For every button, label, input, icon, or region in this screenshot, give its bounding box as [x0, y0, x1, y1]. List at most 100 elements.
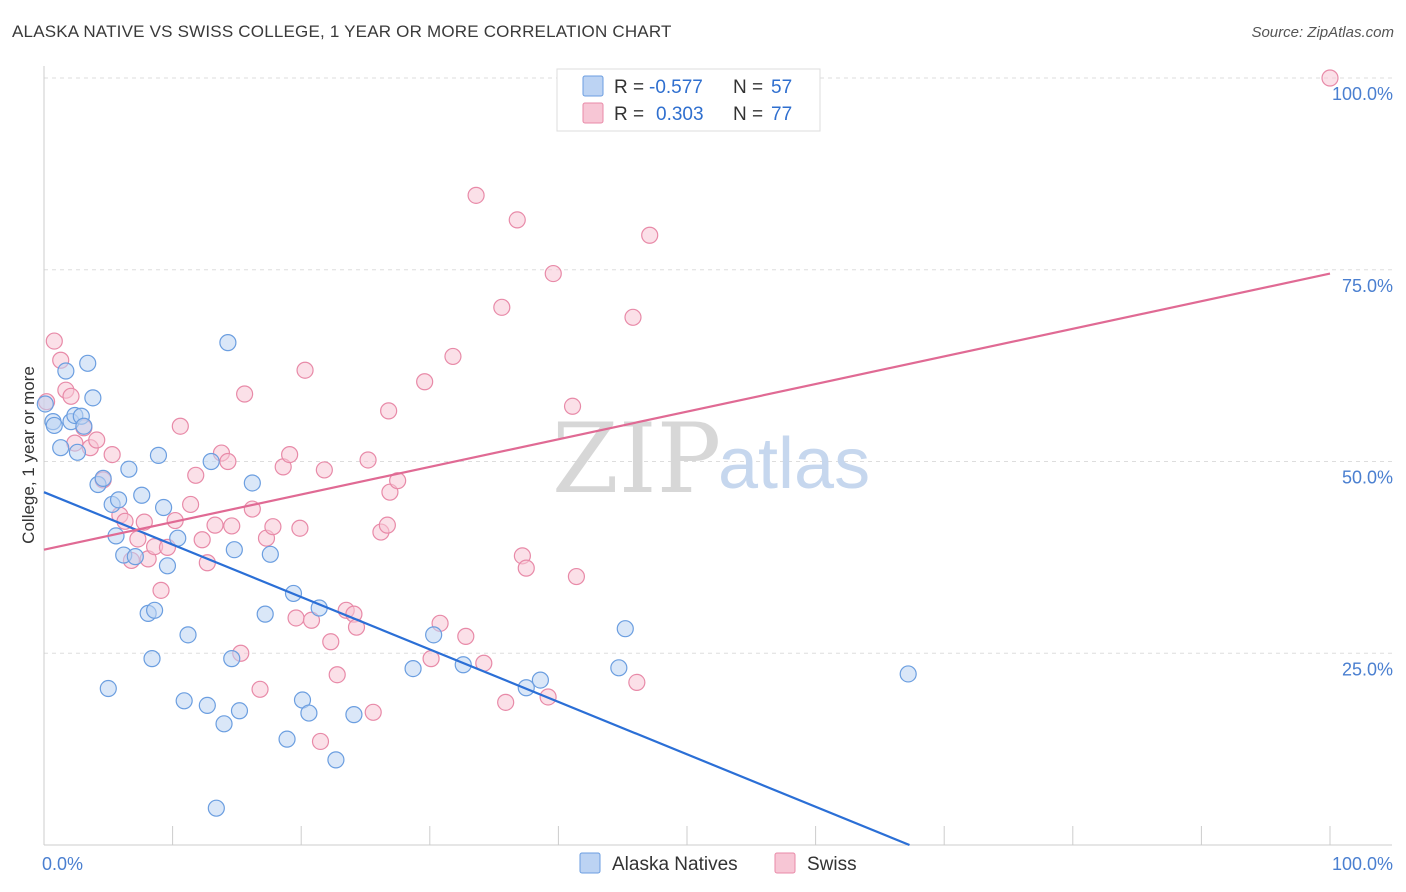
- alaska-natives-point: [68, 443, 87, 461]
- legend-n-value-blue: 57: [771, 77, 792, 98]
- legend-r-value-blue: -0.577: [649, 77, 703, 98]
- swiss-point: [152, 581, 170, 599]
- alaska-natives-trend-line: [43, 491, 910, 847]
- swiss-point: [62, 387, 80, 405]
- swiss-point: [223, 517, 241, 535]
- swiss-point: [171, 417, 189, 435]
- swiss-point: [457, 627, 475, 645]
- legend-swatch-swiss: [774, 852, 796, 874]
- alaska-natives-point: [327, 751, 345, 769]
- y-axis-label: College, 1 year or more: [19, 366, 38, 544]
- y-tick-label: 25.0%: [1342, 659, 1393, 679]
- swiss-point: [508, 211, 526, 229]
- chart-title: ALASKA NATIVE VS SWISS COLLEGE, 1 YEAR O…: [12, 22, 672, 41]
- alaska-natives-point: [143, 650, 161, 668]
- swiss-point: [251, 680, 269, 698]
- watermark-atlas: atlas: [718, 424, 870, 504]
- grid: [44, 77, 1392, 654]
- swiss-point: [281, 445, 299, 464]
- alaska-natives-point: [219, 334, 237, 352]
- alaska-natives-point: [256, 605, 274, 623]
- y-tick-label: 75.0%: [1342, 276, 1393, 296]
- swiss-point: [378, 516, 396, 534]
- swiss-point: [380, 402, 398, 420]
- swiss-point: [364, 703, 382, 721]
- alaska-natives-point: [198, 696, 216, 715]
- swiss-point: [624, 308, 642, 326]
- legend-swatch-alaska-natives: [579, 852, 601, 874]
- swiss-point: [187, 466, 205, 484]
- alaska-natives-point: [899, 665, 917, 683]
- alaska-natives-point: [149, 446, 168, 464]
- swiss-point: [641, 226, 659, 244]
- swiss-point: [444, 347, 462, 366]
- swiss-point: [467, 186, 485, 204]
- alaska-natives-point: [179, 626, 197, 644]
- alaska-natives-point: [345, 706, 363, 724]
- alaska-natives-point: [133, 486, 151, 504]
- watermark: ZIP atlas: [552, 403, 870, 515]
- swiss-point: [291, 519, 309, 537]
- alaska-natives-point: [154, 498, 173, 517]
- alaska-natives-point: [223, 650, 241, 668]
- series-legend: Alaska Natives Swiss: [579, 852, 857, 875]
- swiss-point: [497, 693, 515, 711]
- legend-n-value-pink: 77: [771, 104, 792, 125]
- swiss-point: [135, 513, 153, 531]
- alaska-natives-point: [278, 730, 296, 748]
- alaska-natives-point: [225, 541, 243, 559]
- legend-r-label-pink: R =: [614, 104, 644, 125]
- alaska-natives-point: [158, 557, 177, 575]
- swiss-point: [182, 495, 200, 514]
- swiss-point: [563, 397, 582, 415]
- tick-labels: 25.0% 50.0% 75.0% 100.0% 0.0% 100.0%: [42, 84, 1393, 874]
- swiss-point: [567, 567, 586, 586]
- swiss-point: [311, 732, 330, 751]
- swiss-point: [88, 431, 106, 449]
- legend-n-label-pink: N =: [733, 104, 763, 125]
- alaska-natives-point: [57, 362, 75, 380]
- swiss-point: [517, 559, 535, 577]
- alaska-natives-point: [215, 715, 233, 733]
- swiss-point: [628, 673, 646, 691]
- swiss-point: [359, 451, 377, 469]
- alaska-natives-point: [425, 626, 443, 644]
- alaska-natives-point: [126, 548, 144, 566]
- alaska-natives-points: [36, 334, 917, 817]
- swiss-point: [1321, 69, 1339, 87]
- alaska-natives-point: [45, 416, 63, 435]
- swiss-point: [264, 518, 282, 536]
- legend-n-label-blue: N =: [733, 77, 763, 98]
- alaska-natives-point: [261, 545, 279, 563]
- swiss-point: [103, 445, 121, 464]
- swiss-point: [193, 531, 211, 549]
- swiss-trend-line: [43, 272, 1331, 551]
- alaska-natives-point: [230, 702, 249, 720]
- alaska-natives-point: [531, 671, 549, 689]
- alaska-natives-point: [99, 679, 117, 698]
- legend-swatch-blue: [582, 75, 604, 97]
- alaska-natives-point: [52, 439, 70, 457]
- swiss-point: [302, 611, 321, 629]
- trend-lines: [43, 272, 1331, 847]
- swiss-point: [296, 361, 314, 379]
- swiss-point: [328, 666, 346, 684]
- swiss-point: [206, 516, 224, 534]
- swiss-point: [315, 461, 333, 479]
- correlation-legend: R = -0.577 N = 57 R = 0.303 N = 77: [556, 68, 821, 132]
- alaska-natives-point: [109, 491, 128, 509]
- alaska-natives-point: [84, 389, 102, 407]
- alaska-natives-point: [300, 704, 318, 722]
- alaska-natives-point: [79, 354, 97, 372]
- swiss-point: [287, 609, 305, 627]
- swiss-point: [416, 373, 434, 391]
- legend-r-value-pink: 0.303: [656, 104, 704, 125]
- swiss-point: [493, 298, 511, 316]
- swiss-point: [322, 633, 340, 651]
- swiss-points: [37, 69, 1339, 751]
- alaska-natives-point: [175, 692, 193, 710]
- source-label: Source: ZipAtlas.com: [1251, 24, 1394, 41]
- alaska-natives-point: [120, 460, 138, 478]
- legend-label-alaska-natives: Alaska Natives: [612, 854, 738, 875]
